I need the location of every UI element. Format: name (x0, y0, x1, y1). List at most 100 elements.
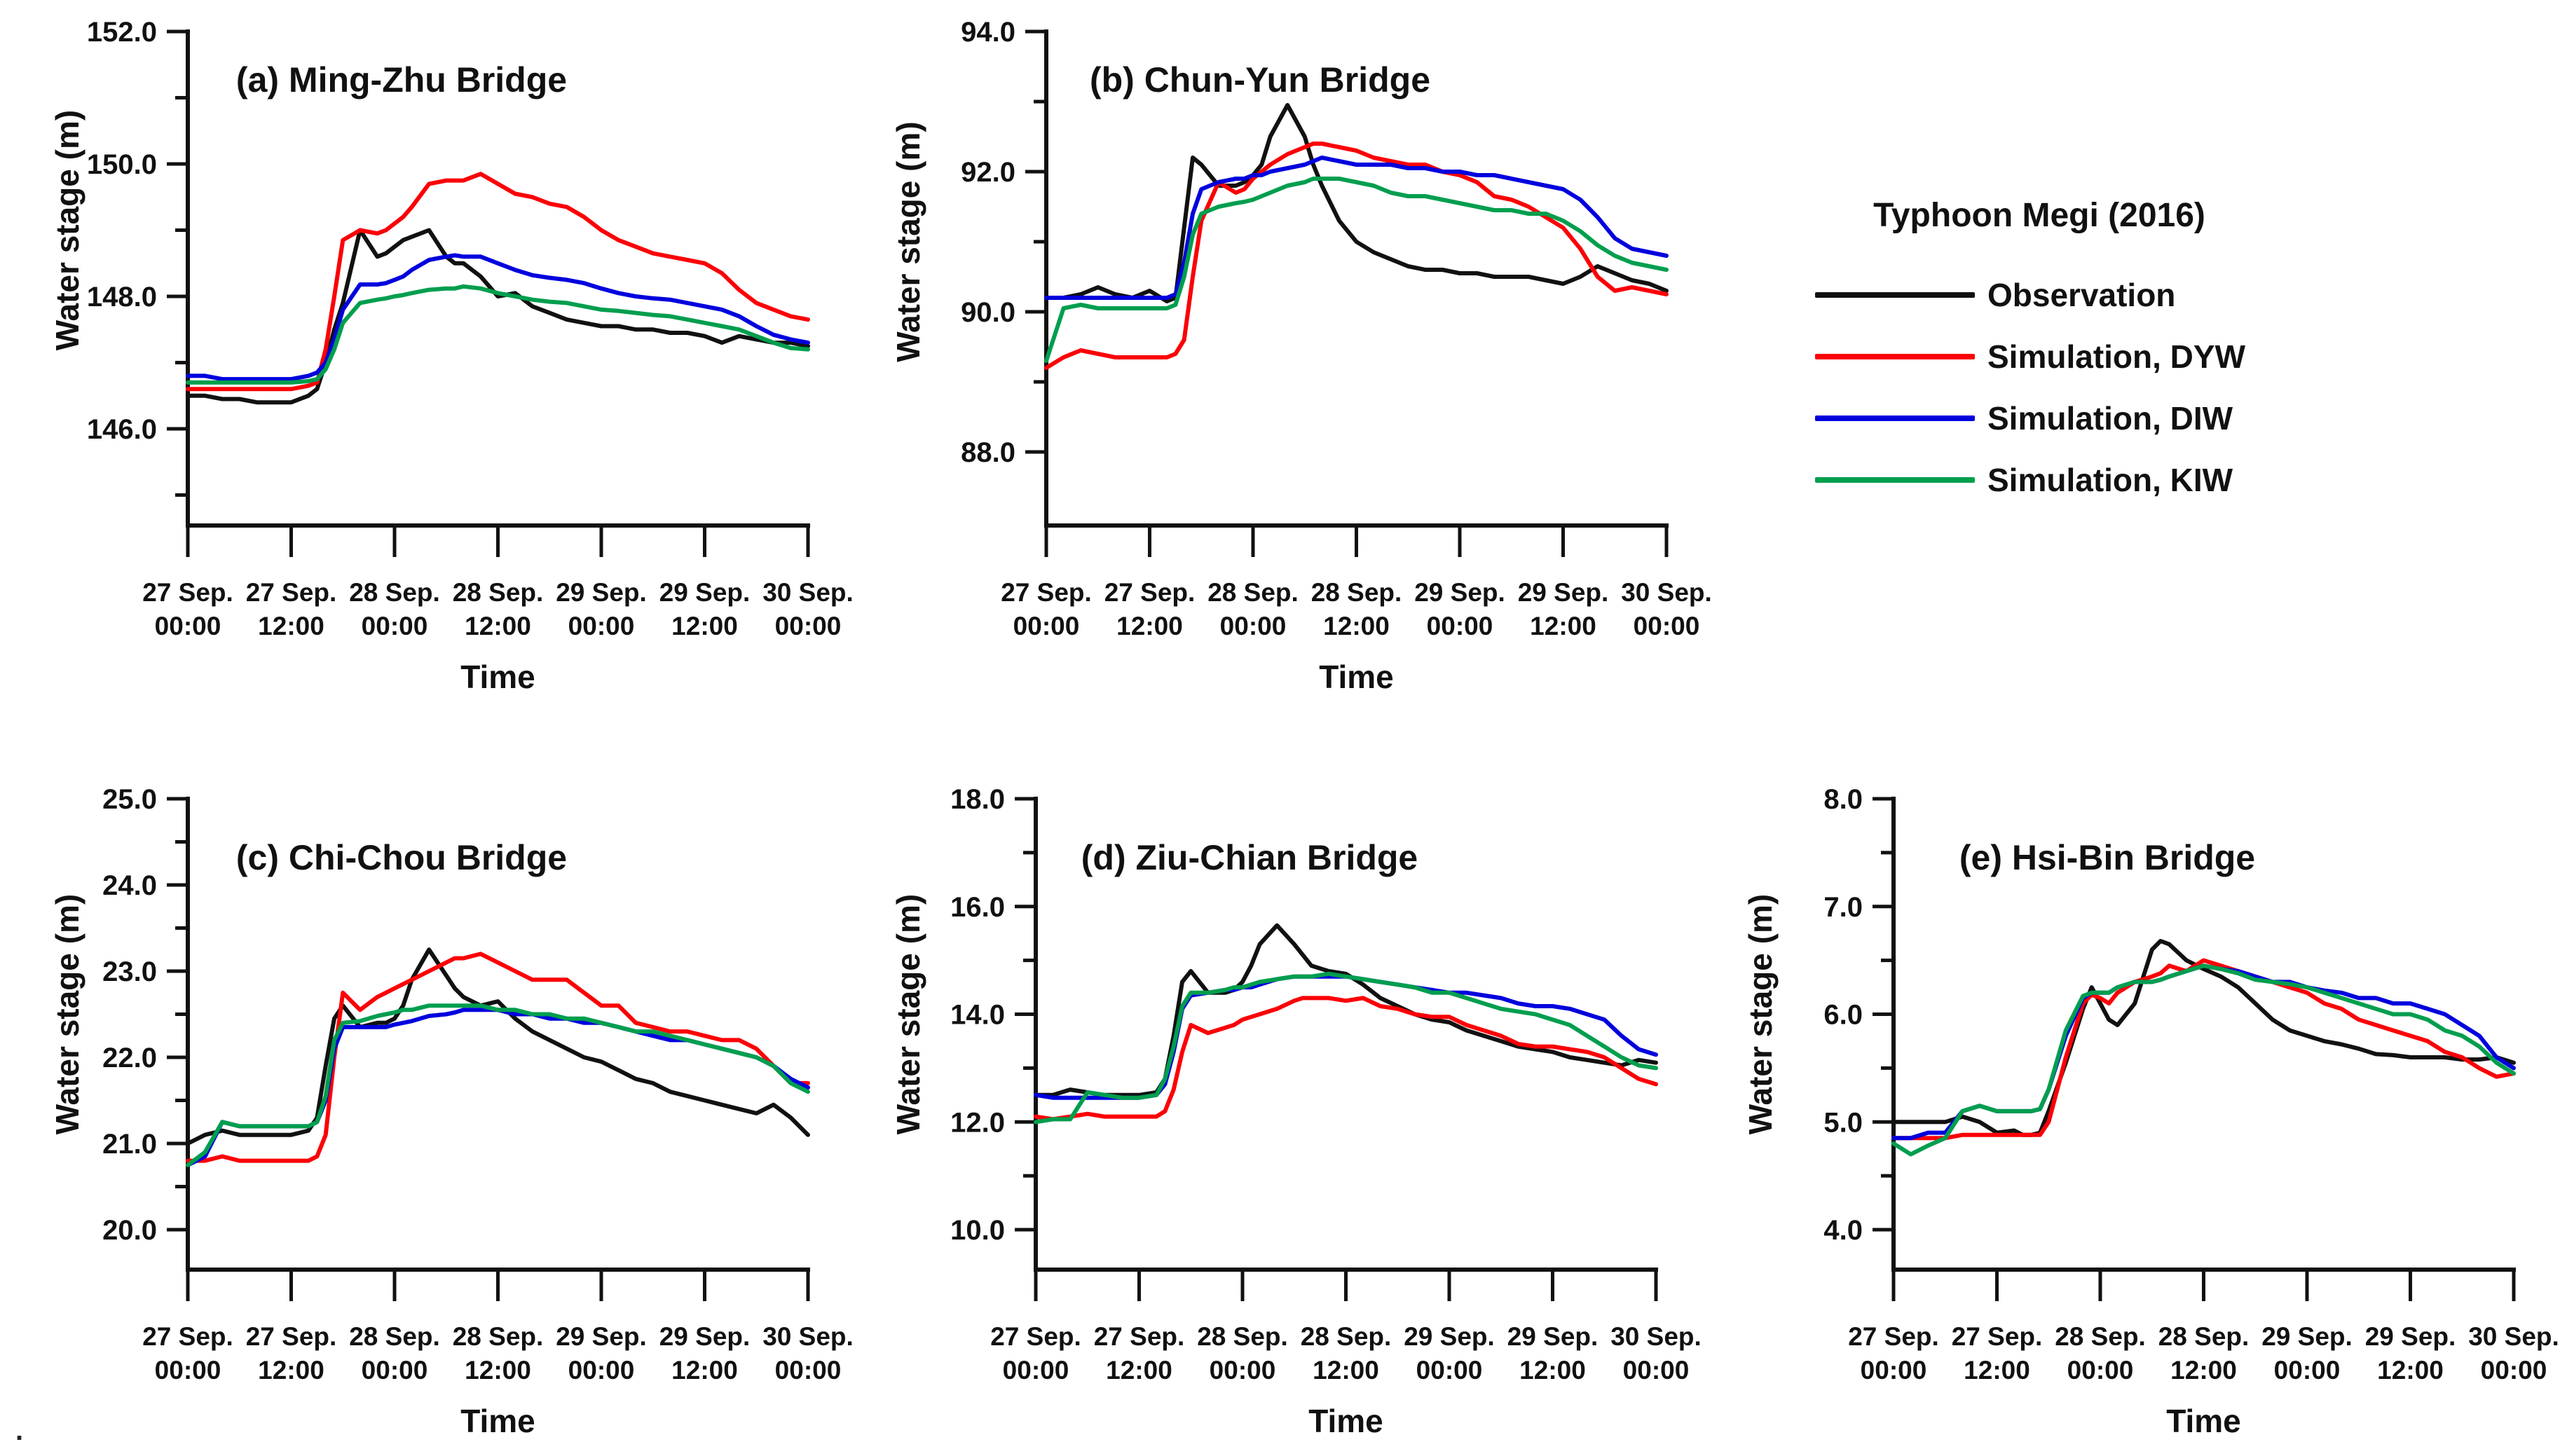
x-tick-label-date: 27 Sep. (1001, 578, 1092, 607)
x-tick-label-date: 28 Sep. (453, 1322, 544, 1351)
panel-title: (c) Chi-Chou Bridge (236, 838, 567, 877)
y-tick-label: 7.0 (1823, 892, 1863, 923)
x-tick-label-time: 00:00 (362, 1356, 428, 1385)
x-tick-label-time: 00:00 (1861, 1356, 1927, 1385)
x-tick-label-time: 12:00 (1116, 612, 1183, 640)
series-simulation-kiw (186, 1003, 810, 1167)
legend-row-simulation-kiw: Simulation, KIW (1815, 449, 2348, 511)
x-axis-title: Time (460, 1403, 535, 1439)
x-tick-label-date: 28 Sep. (2055, 1322, 2146, 1351)
series-simulation-kiw (1034, 971, 1658, 1125)
y-tick-label: 25.0 (102, 784, 157, 815)
series-simulation-diw (186, 1008, 810, 1167)
x-tick-label-date: 29 Sep. (1507, 1322, 1599, 1351)
x-tick-label-date: 30 Sep. (2468, 1322, 2559, 1351)
series-simulation-kiw (1044, 177, 1669, 363)
x-tick-label-time: 00:00 (1416, 1356, 1483, 1385)
x-tick-label-date: 28 Sep. (349, 1322, 440, 1351)
y-tick-label: 8.0 (1823, 784, 1863, 815)
x-tick-label-date: 27 Sep. (142, 1322, 233, 1351)
legend-label-simulation-kiw: Simulation, KIW (1987, 462, 2233, 498)
y-tick-label: 92.0 (961, 157, 1015, 188)
x-tick-label-date: 29 Sep. (556, 1322, 647, 1351)
x-tick-label-time: 00:00 (1220, 612, 1287, 640)
x-tick-label-time: 12:00 (2170, 1356, 2237, 1385)
series-observation (1034, 923, 1658, 1097)
y-tick-label: 4.0 (1823, 1215, 1863, 1246)
line-swatch-red-icon (1815, 354, 1975, 359)
series-simulation-dyw (1891, 958, 2516, 1141)
y-tick-label: 146.0 (87, 414, 157, 445)
y-tick-label: 152.0 (87, 17, 157, 48)
y-axis-title: Water stage (m) (1742, 894, 1779, 1134)
line-swatch-black-icon (1815, 292, 1975, 298)
series-observation (186, 228, 810, 405)
legend-row-observation: Observation (1815, 264, 2348, 326)
x-tick-label-date: 30 Sep. (1610, 1322, 1702, 1351)
x-tick-label-time: 12:00 (1313, 1356, 1379, 1385)
legend-label-simulation-diw: Simulation, DIW (1987, 400, 2233, 437)
series-simulation-kiw (186, 284, 810, 385)
y-tick-label: 20.0 (102, 1215, 157, 1246)
x-tick-label-time: 00:00 (2274, 1356, 2341, 1385)
x-tick-label-time: 12:00 (465, 1356, 531, 1385)
y-tick-label: 148.0 (87, 282, 157, 313)
series-observation (186, 947, 810, 1146)
y-tick-label: 90.0 (961, 297, 1015, 328)
y-axis-title: Water stage (m) (890, 894, 926, 1134)
y-tick-label: 22.0 (102, 1043, 157, 1073)
panel-title: (b) Chun-Yun Bridge (1090, 60, 1430, 99)
series-simulation-dyw (186, 172, 810, 392)
series-simulation-diw (1044, 156, 1669, 300)
y-tick-label: 24.0 (102, 870, 157, 901)
x-tick-label-time: 12:00 (1530, 612, 1596, 640)
x-tick-label-date: 29 Sep. (2365, 1322, 2456, 1351)
x-axis-title: Time (460, 659, 535, 695)
series-simulation-diw (186, 253, 810, 382)
legend-label-simulation-dyw: Simulation, DYW (1987, 338, 2245, 375)
x-tick-label-time: 12:00 (1323, 612, 1390, 640)
line-swatch-blue-icon (1815, 415, 1975, 421)
x-tick-label-date: 27 Sep. (246, 1322, 337, 1351)
x-tick-label-date: 27 Sep. (1952, 1322, 2043, 1351)
y-tick-label: 21.0 (102, 1129, 157, 1160)
x-tick-label-date: 29 Sep. (1414, 578, 1505, 607)
x-tick-label-date: 28 Sep. (1301, 1322, 1392, 1351)
x-tick-label-date: 30 Sep. (1621, 578, 1712, 607)
x-tick-label-time: 12:00 (1964, 1356, 2030, 1385)
x-tick-label-time: 00:00 (1623, 1356, 1690, 1385)
x-tick-label-date: 27 Sep. (1848, 1322, 1939, 1351)
x-tick-label-time: 00:00 (775, 612, 842, 640)
x-tick-label-time: 12:00 (2377, 1356, 2444, 1385)
y-tick-label: 12.0 (950, 1107, 1005, 1138)
x-tick-label-date: 29 Sep. (1404, 1322, 1495, 1351)
panel-title: (e) Hsi-Bin Bridge (1959, 838, 2255, 877)
x-tick-label-time: 12:00 (465, 612, 531, 640)
x-tick-label-time: 00:00 (568, 1356, 635, 1385)
x-tick-label-time: 00:00 (1003, 1356, 1069, 1385)
y-tick-label: 10.0 (950, 1215, 1005, 1246)
series-simulation-diw (1891, 963, 2516, 1141)
x-tick-label-time: 12:00 (258, 1356, 324, 1385)
y-tick-label: 150.0 (87, 149, 157, 180)
y-axis-title: Water stage (m) (49, 110, 85, 350)
y-tick-label: 14.0 (950, 1000, 1005, 1031)
x-tick-label-time: 00:00 (1634, 612, 1700, 640)
series-observation (1044, 103, 1669, 303)
x-tick-label-time: 00:00 (2481, 1356, 2547, 1385)
x-tick-label-date: 30 Sep. (762, 578, 854, 607)
series-simulation-dyw (186, 952, 810, 1163)
x-tick-label-date: 29 Sep. (556, 578, 647, 607)
x-tick-label-date: 28 Sep. (349, 578, 440, 607)
x-tick-label-time: 00:00 (775, 1356, 842, 1385)
x-tick-label-time: 00:00 (155, 612, 221, 640)
y-tick-label: 23.0 (102, 956, 157, 987)
x-tick-label-date: 27 Sep. (990, 1322, 1081, 1351)
x-tick-label-time: 00:00 (1427, 612, 1493, 640)
x-tick-label-date: 27 Sep. (1104, 578, 1196, 607)
x-tick-label-date: 28 Sep. (2158, 1322, 2250, 1351)
x-tick-label-time: 12:00 (671, 612, 738, 640)
x-tick-label-date: 28 Sep. (1207, 578, 1299, 607)
